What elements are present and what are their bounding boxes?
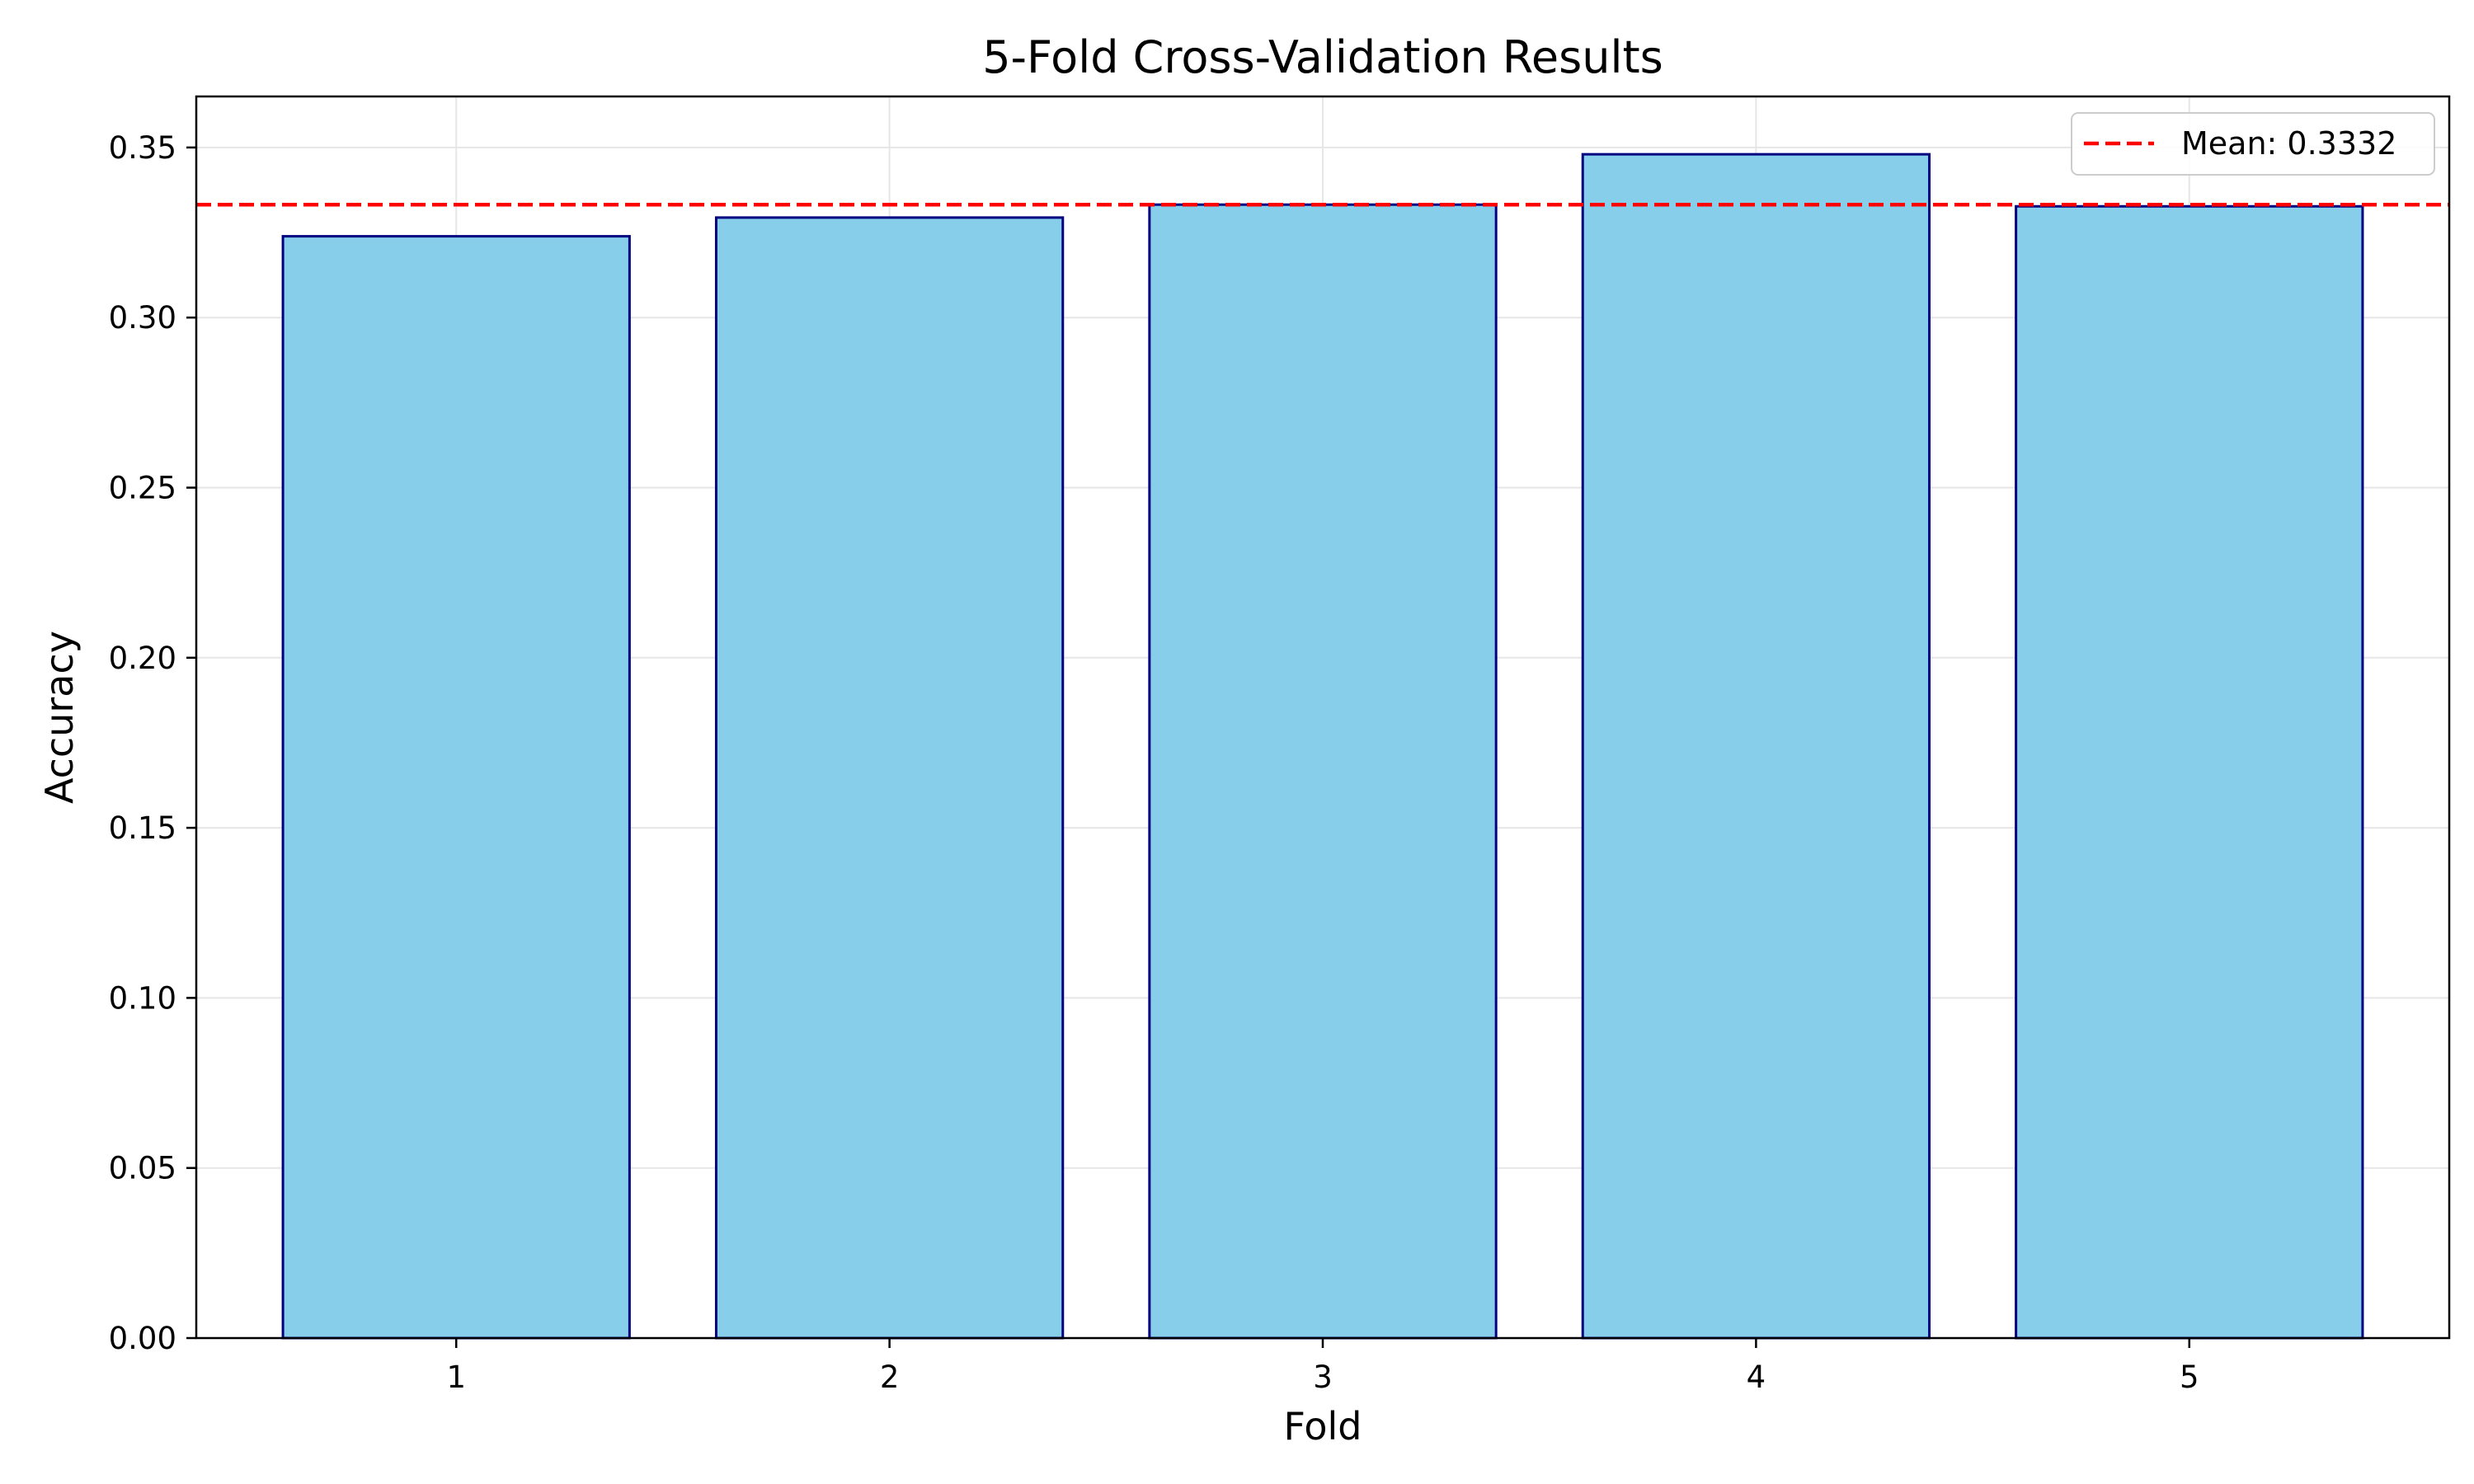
x-tick-label: 2 bbox=[880, 1360, 900, 1395]
y-tick-label: 0.15 bbox=[109, 810, 176, 846]
bar-fold-5 bbox=[2015, 204, 2364, 1340]
legend-mean-label: Mean: 0.3332 bbox=[2181, 125, 2396, 162]
chart-title: 5-Fold Cross-Validation Results bbox=[982, 31, 1663, 83]
x-axis-ticks: 1 2 3 4 5 bbox=[446, 1338, 2199, 1395]
y-tick-label: 0.10 bbox=[109, 980, 176, 1016]
y-axis-ticks: 0.00 0.05 0.10 0.15 0.20 0.25 0.30 0.35 bbox=[109, 130, 196, 1356]
x-tick-label: 4 bbox=[1747, 1360, 1766, 1395]
y-tick-label: 0.35 bbox=[109, 130, 176, 166]
x-axis-label: Fold bbox=[1284, 1404, 1362, 1449]
bar-fold-4 bbox=[1581, 153, 1931, 1340]
y-axis-label: Accuracy bbox=[37, 631, 82, 804]
legend-box bbox=[2071, 112, 2435, 176]
y-tick-label: 0.20 bbox=[109, 641, 176, 676]
y-tick-label: 0.00 bbox=[109, 1321, 176, 1356]
y-tick-label: 0.30 bbox=[109, 300, 176, 336]
bars bbox=[281, 153, 2364, 1340]
bar-fold-3 bbox=[1148, 203, 1498, 1340]
y-tick-label: 0.05 bbox=[109, 1151, 176, 1186]
legend: Mean: 0.3332 bbox=[2071, 112, 2435, 176]
x-tick-label: 3 bbox=[1313, 1360, 1333, 1395]
y-tick-label: 0.25 bbox=[109, 470, 176, 505]
bar-fold-2 bbox=[714, 216, 1065, 1340]
x-tick-label: 1 bbox=[446, 1360, 466, 1395]
x-tick-label: 5 bbox=[2180, 1360, 2199, 1395]
bar-fold-1 bbox=[281, 235, 631, 1340]
